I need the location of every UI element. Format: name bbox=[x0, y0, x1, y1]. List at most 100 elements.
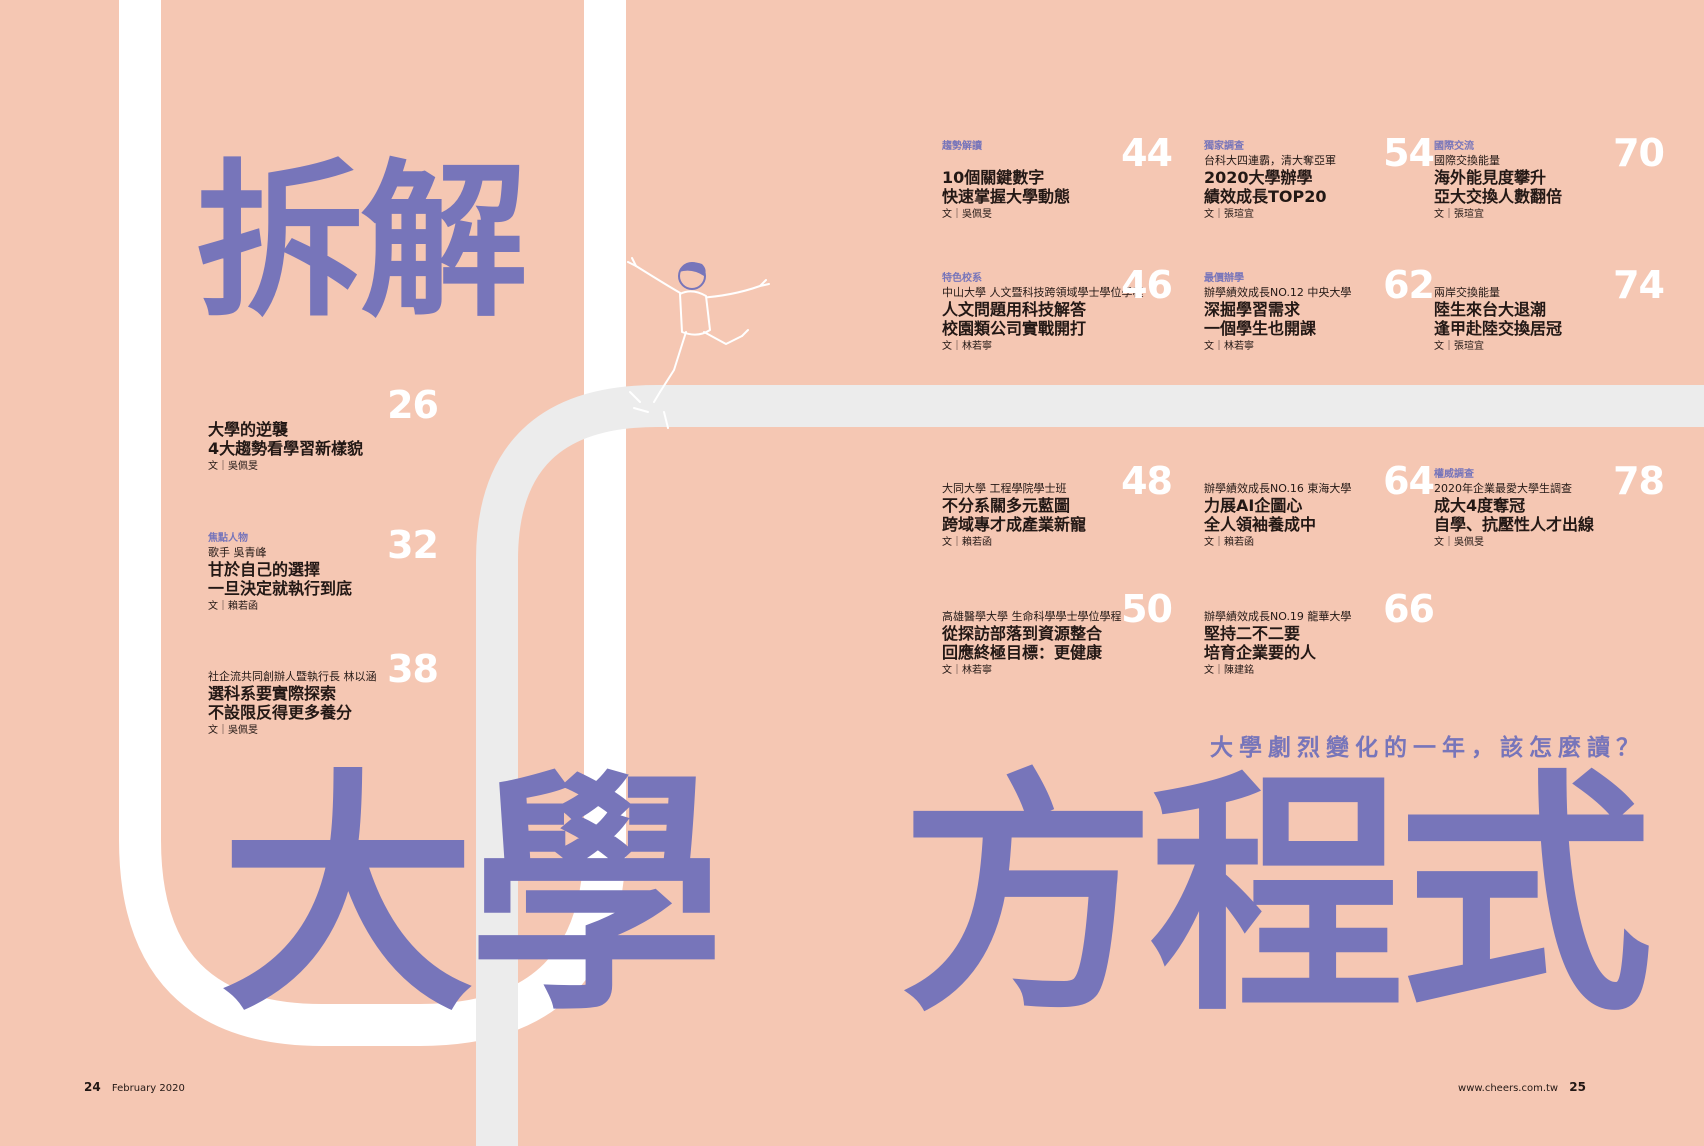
article-kicker: 中山大學 人文暨科技跨領域學士學位學程 bbox=[942, 286, 1144, 299]
article-headline-line-1: 大學的逆襲 bbox=[208, 420, 289, 439]
page-number: 38 bbox=[387, 647, 439, 691]
title-fangchengshi: 方程式 bbox=[900, 749, 1653, 1046]
footer-right: www.cheers.com.tw 25 bbox=[1458, 1080, 1586, 1094]
article-category: 趨勢解讀 bbox=[942, 141, 982, 152]
toc-article[interactable]: 38 社企流共同創辦人暨執行長 林以涵 選科系要實際探索 不設限反得更多養分 文｜吳佩旻 bbox=[208, 650, 439, 738]
website-url: www.cheers.com.tw bbox=[1458, 1083, 1559, 1094]
article-headline-line-1: 海外能見度攀升 bbox=[1434, 168, 1547, 187]
article-category: 最價辦學 bbox=[1204, 273, 1244, 284]
toc-article[interactable]: 26 大學的逆襲 4大趨勢看學習新樣貌文｜吳佩旻 bbox=[208, 386, 439, 474]
article-headline-line-2: 逢甲赴陸交換居冠 bbox=[1434, 319, 1563, 338]
article-headline-line-1: 陸生來台大退潮 bbox=[1434, 300, 1547, 319]
toc-article[interactable]: 48 大同大學 工程學院學士班 不分系關多元藍圖 跨域專才成產業新寵 文｜賴若函 bbox=[942, 462, 1173, 550]
page-number: 32 bbox=[387, 523, 439, 567]
page-number: 48 bbox=[1121, 459, 1173, 503]
toc-article[interactable]: 78 權威調查 2020年企業最愛大學生調查 成大4度奪冠 自學、抗壓性人才出線文｜吳佩… bbox=[1434, 462, 1665, 550]
toc-article[interactable]: 54 獨家調查台科大四連霸，清大奪亞軍 2020大學辦學 績效成長TOP20 文｜張瑄宜 bbox=[1204, 134, 1435, 222]
page-number: 66 bbox=[1383, 587, 1435, 631]
article-byline: 文｜吳佩旻 bbox=[208, 725, 258, 736]
article-headline-line-2: 4大趨勢看學習新樣貌 bbox=[208, 439, 364, 458]
article-headline-line-2: 回應終極目標：更健康 bbox=[942, 643, 1103, 662]
page-number-left: 24 bbox=[84, 1080, 101, 1094]
page-number: 44 bbox=[1121, 131, 1173, 175]
article-byline: 文｜林若寧 bbox=[942, 665, 992, 676]
toc-article[interactable]: 44 趨勢解讀 10個關鍵數字 快速掌握大學動態文｜吳佩旻 bbox=[942, 134, 1173, 222]
article-kicker: 大同大學 工程學院學士班 bbox=[942, 482, 1067, 495]
article-headline-line-2: 自學、抗壓性人才出線 bbox=[1434, 515, 1595, 534]
article-byline: 文｜陳建銘 bbox=[1204, 665, 1254, 676]
page-number: 70 bbox=[1613, 131, 1665, 175]
toc-article[interactable]: 74 兩岸交換能量 陸生來台大退潮 逢甲赴陸交換居冠文｜張瑄宜 bbox=[1434, 266, 1665, 354]
article-category: 焦點人物 bbox=[208, 533, 248, 544]
article-kicker: 國際交換能量 bbox=[1434, 154, 1500, 167]
article-category: 國際交流 bbox=[1434, 141, 1474, 152]
toc-article[interactable]: 70 國際交流國際交換能量 海外能見度攀升 亞大交換人數翻倍文｜張瑄宜 bbox=[1434, 134, 1665, 222]
footer-left: 24 February 2020 bbox=[84, 1080, 185, 1094]
article-kicker: 辦學績效成長NO.12 中央大學 bbox=[1204, 286, 1352, 299]
article-headline-line-2: 績效成長TOP20 bbox=[1204, 187, 1327, 206]
page-number: 54 bbox=[1383, 131, 1435, 175]
article-kicker: 高雄醫學大學 生命科學學士學位學程 bbox=[942, 610, 1122, 623]
article-headline-line-1: 從探訪部落到資源整合 bbox=[942, 624, 1103, 643]
article-byline: 文｜吳佩旻 bbox=[1434, 537, 1484, 548]
article-category: 特色校系 bbox=[942, 273, 982, 284]
article-kicker: 2020年企業最愛大學生調查 bbox=[1434, 482, 1572, 495]
toc-article[interactable]: 32 焦點人物歌手 吳青峰 甘於自己的選擇 一旦決定就執行到底文｜賴若函 bbox=[208, 526, 439, 614]
article-headline-line-1: 成大4度奪冠 bbox=[1434, 496, 1526, 515]
subtitle: 大學劇烈變化的一年，該怎麼讀？ bbox=[1210, 735, 1645, 761]
article-headline-line-1: 堅持二不二要 bbox=[1204, 624, 1301, 643]
title-daxue: 大學 bbox=[220, 749, 724, 1046]
article-headline-line-2: 一旦決定就執行到底 bbox=[208, 579, 353, 598]
article-byline: 文｜賴若函 bbox=[208, 601, 258, 612]
page-number: 26 bbox=[387, 383, 439, 427]
title-chaijie: 拆解 bbox=[196, 144, 528, 340]
article-headline-line-2: 快速掌握大學動態 bbox=[942, 187, 1071, 206]
article-headline-line-2: 全人領袖養成中 bbox=[1204, 515, 1317, 534]
page-number: 46 bbox=[1121, 263, 1173, 307]
article-byline: 文｜賴若函 bbox=[942, 537, 992, 548]
article-kicker: 兩岸交換能量 bbox=[1434, 286, 1500, 299]
article-byline: 文｜張瑄宜 bbox=[1434, 209, 1484, 220]
article-category: 權威調查 bbox=[1434, 469, 1474, 480]
article-headline-line-1: 2020大學辦學 bbox=[1204, 168, 1313, 187]
page-number: 78 bbox=[1613, 459, 1665, 503]
toc-article[interactable]: 62 最價辦學辦學績效成長NO.12 中央大學 深掘學習需求 一個學生也開課文｜林若寧 bbox=[1204, 266, 1435, 354]
article-headline-line-1: 深掘學習需求 bbox=[1204, 300, 1301, 319]
toc-article[interactable]: 46 特色校系中山大學 人文暨科技跨領域學士學位學程 人文問題用科技解答 校園類公司實… bbox=[942, 266, 1173, 354]
article-byline: 文｜林若寧 bbox=[942, 341, 992, 352]
article-category: 獨家調查 bbox=[1204, 141, 1244, 152]
toc-article[interactable]: 64 辦學績效成長NO.16 東海大學 力展AI企圖心 全人領袖養成中文｜賴若函 bbox=[1204, 462, 1435, 550]
article-byline: 文｜吳佩旻 bbox=[208, 461, 258, 472]
article-kicker: 辦學績效成長NO.19 龍華大學 bbox=[1204, 610, 1352, 623]
page-number: 62 bbox=[1383, 263, 1435, 307]
article-headline-line-1: 選科系要實際探索 bbox=[208, 684, 337, 703]
article-headline-line-1: 力展AI企圖心 bbox=[1204, 496, 1303, 515]
article-headline-line-1: 不分系關多元藍圖 bbox=[942, 496, 1071, 515]
article-byline: 文｜賴若函 bbox=[1204, 537, 1254, 548]
article-headline-line-1: 甘於自己的選擇 bbox=[208, 560, 321, 579]
article-kicker: 辦學績效成長NO.16 東海大學 bbox=[1204, 482, 1352, 495]
article-headline-line-2: 校園類公司實戰開打 bbox=[942, 319, 1087, 338]
toc-article[interactable]: 50 高雄醫學大學 生命科學學士學位學程 從探訪部落到資源整合 回應終極目標：更健康文… bbox=[942, 590, 1173, 678]
article-headline-line-1: 10個關鍵數字 bbox=[942, 168, 1045, 187]
page-number: 74 bbox=[1613, 263, 1665, 307]
article-byline: 文｜吳佩旻 bbox=[942, 209, 992, 220]
article-kicker: 歌手 吳青峰 bbox=[208, 546, 267, 559]
page-number-right: 25 bbox=[1569, 1080, 1586, 1094]
page-number: 50 bbox=[1121, 587, 1173, 631]
article-kicker: 台科大四連霸，清大奪亞軍 bbox=[1204, 154, 1336, 167]
article-kicker: 社企流共同創辦人暨執行長 林以涵 bbox=[208, 670, 377, 683]
article-byline: 文｜林若寧 bbox=[1204, 341, 1254, 352]
running-person-illustration bbox=[627, 257, 770, 429]
article-headline-line-2: 亞大交換人數翻倍 bbox=[1434, 187, 1563, 206]
article-byline: 文｜張瑄宜 bbox=[1204, 209, 1254, 220]
article-headline-line-1: 人文問題用科技解答 bbox=[942, 300, 1087, 319]
article-byline: 文｜張瑄宜 bbox=[1434, 341, 1484, 352]
article-headline-line-2: 一個學生也開課 bbox=[1204, 319, 1317, 338]
article-headline-line-2: 培育企業要的人 bbox=[1204, 643, 1317, 662]
page-number: 64 bbox=[1383, 459, 1435, 503]
issue-date: February 2020 bbox=[111, 1083, 185, 1094]
toc-article[interactable]: 66 辦學績效成長NO.19 龍華大學 堅持二不二要 培育企業要的人文｜陳建銘 bbox=[1204, 590, 1435, 678]
